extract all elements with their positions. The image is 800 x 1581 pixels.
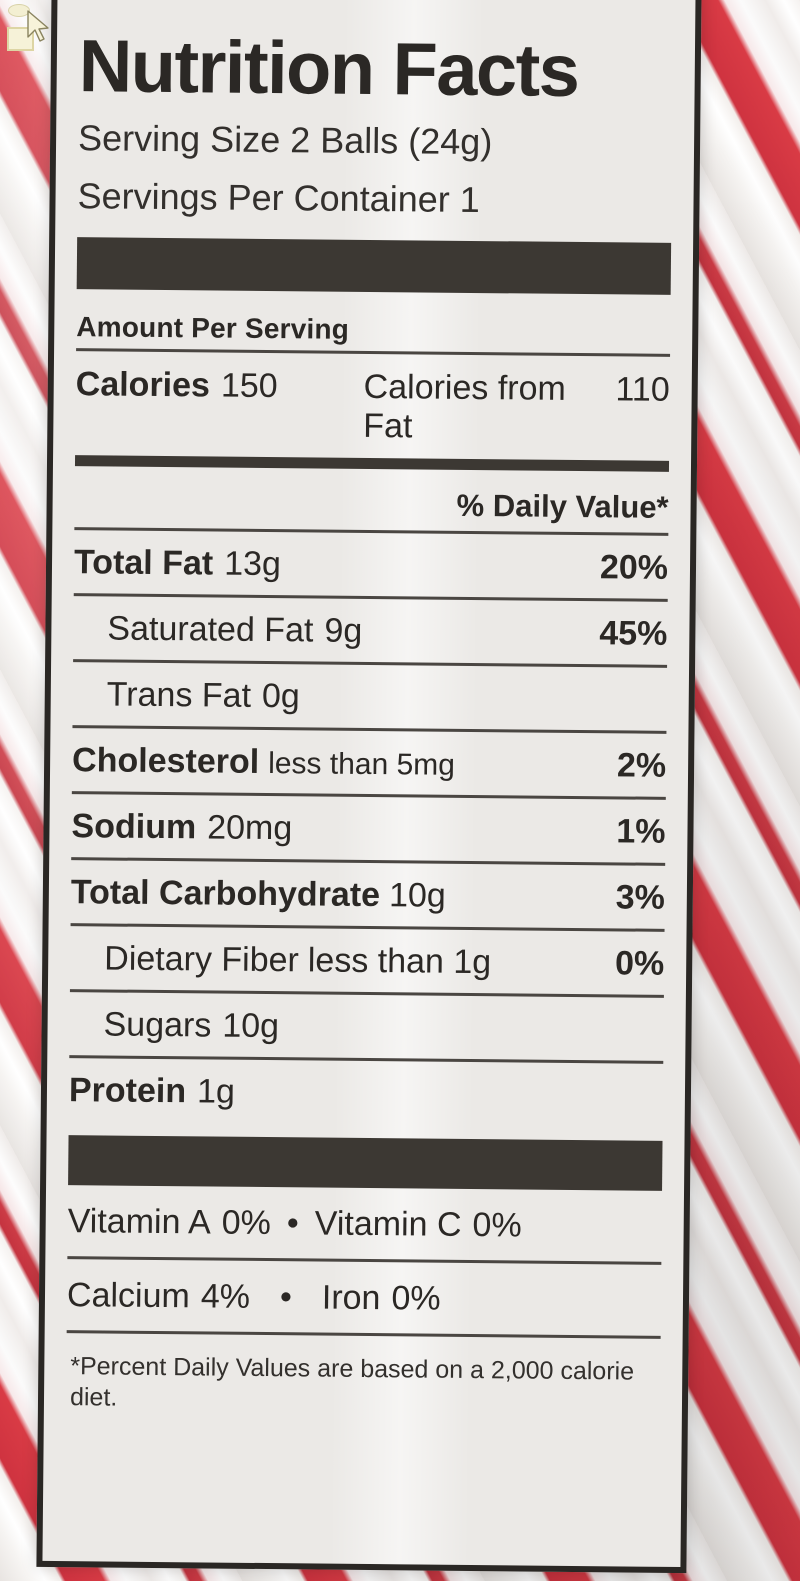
nutrient-amount-sodium: 20mg	[206, 808, 293, 848]
nutrient-row-protein: Protein 1g	[69, 1058, 664, 1127]
divider-bar-thick-top	[76, 237, 672, 296]
nutrient-row-cholesterol: Cholesterol less than 5mg 2%	[72, 728, 667, 797]
vitamin-row-a-c: Vitamin A 0% • Vitamin C 0%	[67, 1185, 662, 1262]
bullet-separator-icon: •	[286, 1204, 299, 1243]
page-title: Nutrition Facts	[78, 24, 579, 112]
vitamin-row-calcium-iron: Calcium 4% • Iron 0%	[67, 1259, 662, 1336]
nutrient-name-trans-fat: Trans Fat	[106, 675, 252, 716]
nutrient-name-total-carbohydrate: Total Carbohydrate	[70, 873, 381, 915]
calories-value: 150	[220, 366, 278, 406]
nutrient-amount-total-carbohydrate: 10g	[388, 876, 446, 915]
selection-marker-square	[7, 27, 34, 51]
nutrient-amount-sugars: 10g	[222, 1006, 280, 1046]
calories-label: Calories	[75, 365, 211, 405]
selection-marker-oval	[8, 4, 30, 17]
calories-from-fat-label: Calories from Fat	[363, 368, 567, 446]
nutrient-dv-dietary-fiber: 0%	[614, 944, 665, 983]
daily-value-footnote: *Percent Daily Values are based on a 2,0…	[69, 1352, 635, 1412]
nutrient-name-sodium: Sodium	[71, 807, 197, 847]
iron-value: 0%	[391, 1279, 441, 1318]
divider-bar-thick-vitamins	[68, 1135, 663, 1191]
nutrient-dv-total-fat: 20%	[599, 548, 669, 588]
nutrient-amount-dietary-fiber: less than 1g	[307, 941, 492, 982]
nutrient-dv-total-carbohydrate: 3%	[615, 878, 666, 918]
daily-value-header: % Daily Value*	[456, 487, 669, 526]
calcium-name: Calcium	[66, 1276, 191, 1316]
serving-size-text: Serving Size 2 Balls (24g)	[77, 117, 493, 163]
nutrient-name-total-fat: Total Fat	[73, 543, 214, 583]
nutrient-amount-saturated-fat: 9g	[324, 611, 363, 651]
vitamin-c-value: 0%	[472, 1206, 522, 1245]
nutrient-amount-trans-fat: 0g	[261, 677, 300, 716]
nutrient-name-sugars: Sugars	[103, 1005, 212, 1045]
nutrient-name-dietary-fiber: Dietary Fiber	[104, 939, 300, 980]
nutrient-dv-cholesterol: 2%	[616, 746, 667, 786]
nutrient-name-cholesterol: Cholesterol	[71, 741, 260, 782]
vitamin-a-name: Vitamin A	[67, 1202, 211, 1242]
vitamin-a-value: 0%	[221, 1203, 272, 1243]
nutrient-row-trans-fat: Trans Fat 0g	[72, 662, 667, 731]
nutrient-row-saturated-fat: Saturated Fat 9g 45%	[73, 596, 668, 665]
nutrient-amount-protein: 1g	[196, 1072, 236, 1111]
nutrient-amount-cholesterol: less than 5mg	[268, 747, 456, 782]
nutrient-row-total-fat: Total Fat 13g 20%	[74, 530, 669, 599]
calories-row: Calories 150 Calories from Fat 110	[75, 351, 670, 461]
servings-per-container-text: Servings Per Container 1	[77, 175, 480, 221]
iron-name: Iron	[321, 1278, 381, 1318]
nutrient-row-sugars: Sugars 10g	[69, 992, 664, 1061]
nutrient-row-total-carbohydrate: Total Carbohydrate 10g 3%	[71, 860, 666, 929]
nutrient-name-protein: Protein	[68, 1071, 187, 1111]
nutrient-row-sodium: Sodium 20mg 1%	[71, 794, 666, 863]
nutrient-dv-saturated-fat: 45%	[599, 614, 668, 654]
vitamin-c-name: Vitamin C	[314, 1204, 462, 1245]
nutrition-facts-panel: Nutrition Facts Serving Size 2 Balls (24…	[36, 0, 702, 1574]
nutrient-name-saturated-fat: Saturated Fat	[107, 609, 314, 650]
bullet-separator-icon-2: •	[279, 1278, 293, 1317]
nutrient-amount-total-fat: 13g	[223, 544, 282, 584]
calcium-value: 4%	[200, 1277, 251, 1317]
amount-per-serving-label: Amount Per Serving	[76, 311, 350, 345]
nutrient-dv-sodium: 1%	[616, 812, 666, 852]
nutrient-row-dietary-fiber: Dietary Fiber less than 1g 0%	[70, 926, 665, 995]
calories-from-fat-value: 110	[615, 370, 670, 410]
